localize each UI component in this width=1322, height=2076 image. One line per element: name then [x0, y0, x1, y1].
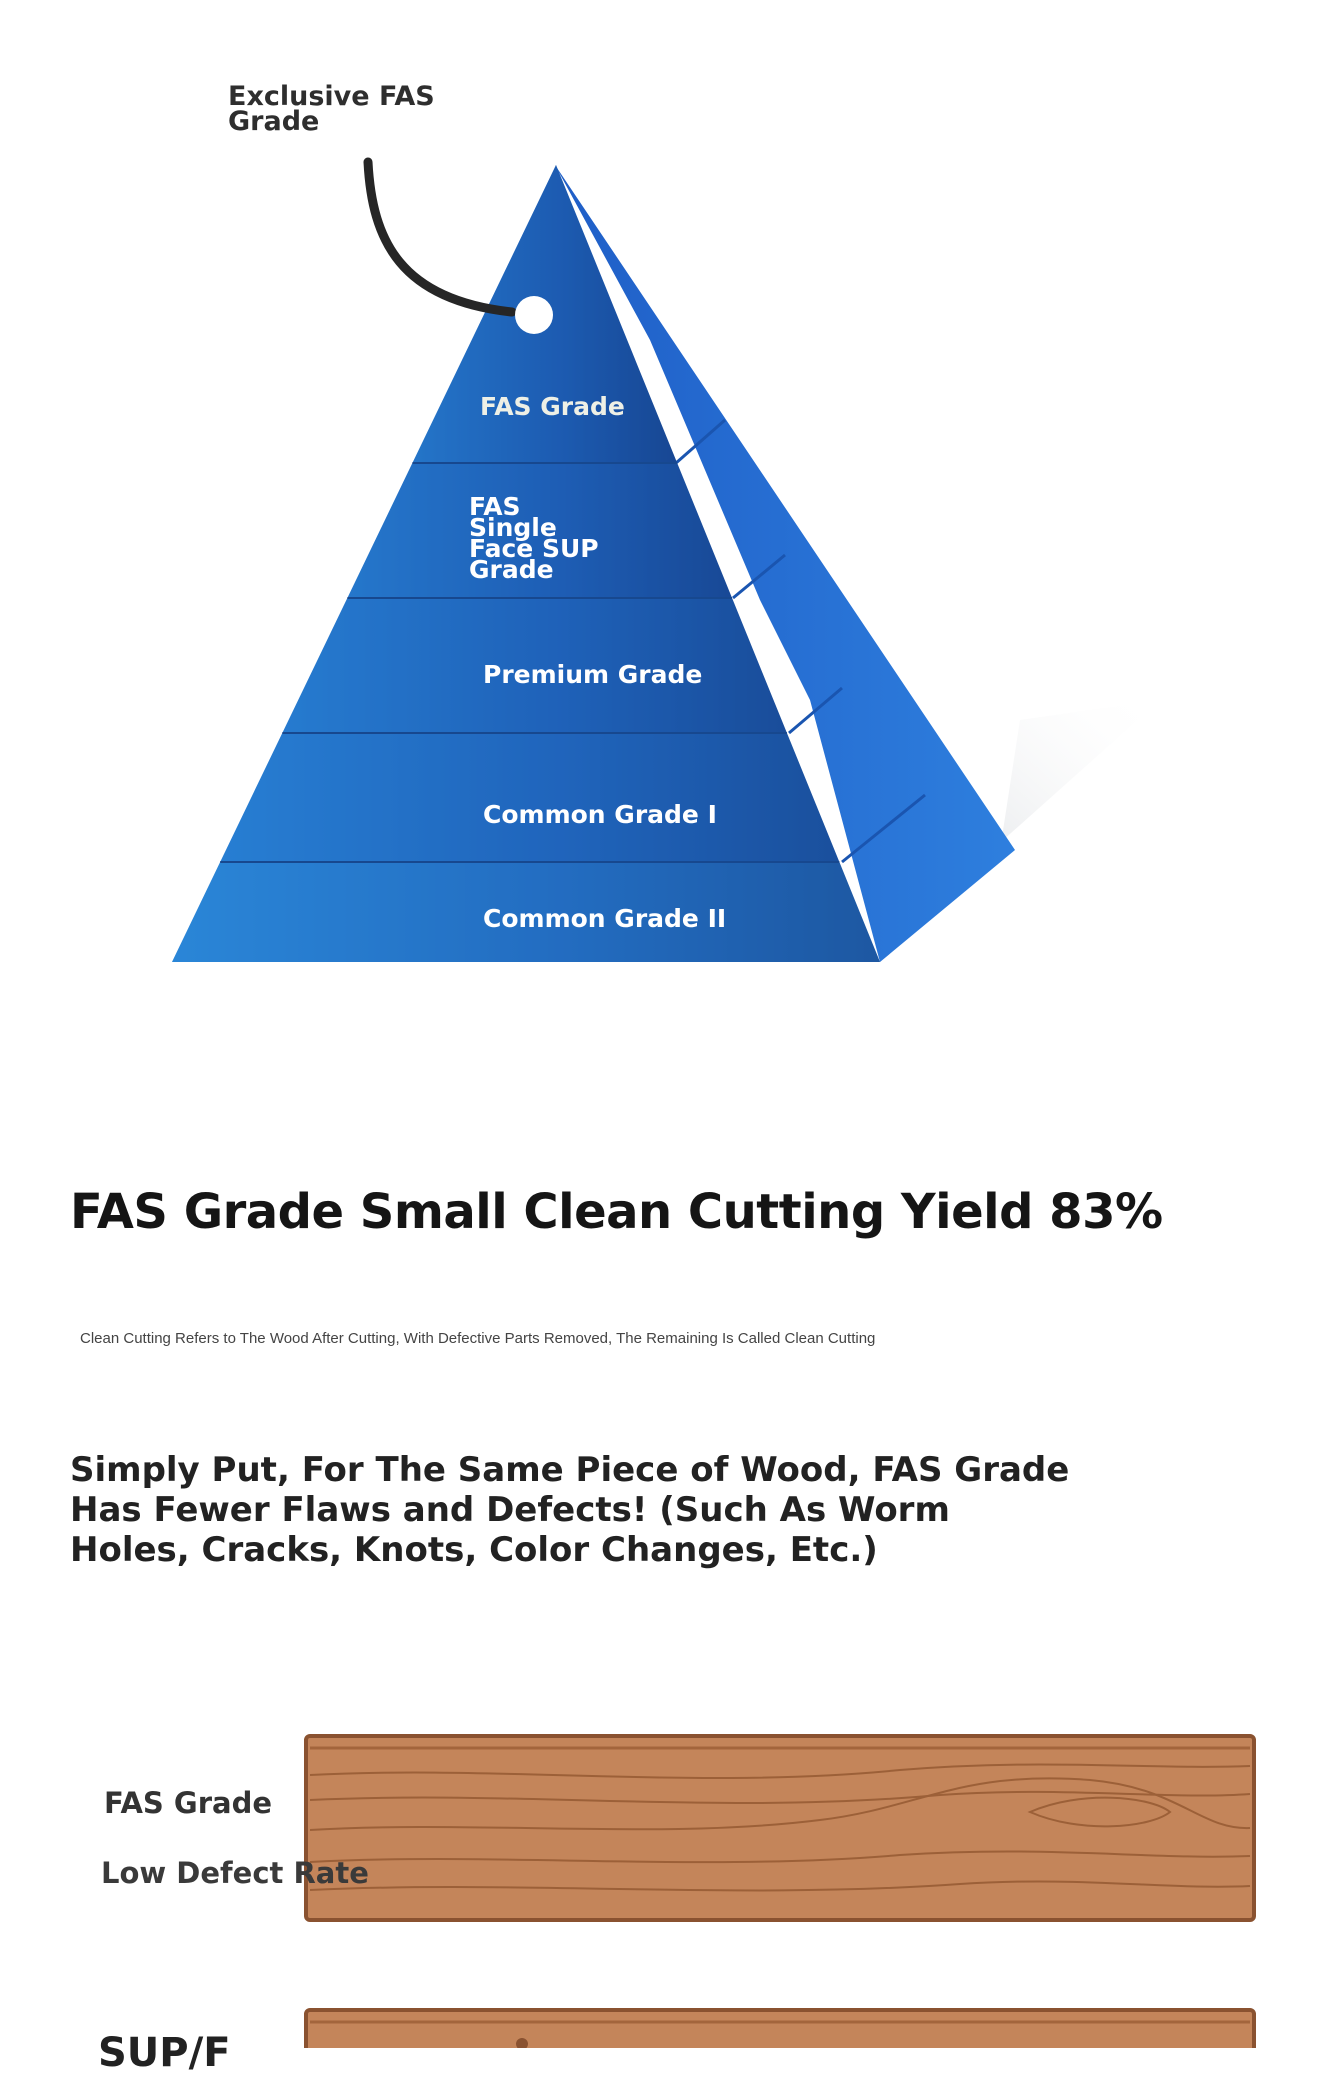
exclusive-fas-label: Exclusive FAS Grade	[228, 81, 435, 137]
page-headline: FAS Grade Small Clean Cutting Yield 83%	[70, 1184, 1163, 1240]
pyramid-layer-3	[282, 598, 787, 733]
side-layer-line-3	[788, 686, 843, 735]
tag-hole	[515, 296, 553, 334]
side-layer-line-4	[841, 793, 926, 864]
pyramid-layer-tint-2	[347, 463, 733, 598]
pyramid-layer-tint-3	[282, 598, 787, 733]
pyramid-front-layers	[172, 165, 880, 962]
sup-board	[304, 2008, 1256, 2048]
pyramid-layer-5	[172, 862, 880, 962]
board-grade-fas: FAS Grade	[104, 1786, 273, 1820]
clean-cutting-note: Clean Cutting Refers to The Wood After C…	[80, 1330, 876, 1347]
board-caption-low-defect: Low Defect Rate	[101, 1856, 369, 1890]
side-layer-line-1	[675, 418, 726, 465]
layer-label-premium: Premium Grade	[483, 660, 703, 689]
pyramid-layer-tint-4	[220, 733, 840, 862]
fas-summary-statement: Simply Put, For The Same Piece of Wood, …	[70, 1450, 1070, 1570]
pyramid-layer-2	[347, 463, 733, 598]
board-grade-sup: SUP/F	[98, 2030, 231, 2076]
grade-pyramid	[172, 157, 1160, 962]
pyramid-side-face	[555, 165, 1015, 962]
pyramid-layer-tint-5	[172, 862, 880, 962]
side-layer-line-2	[732, 553, 786, 600]
layer-label-common-2: Common Grade II	[483, 904, 727, 933]
layer-label-fas: FAS Grade	[480, 392, 625, 421]
layer-label-common-1: Common Grade I	[483, 800, 717, 829]
layer-label-fas-single-face-sup: FAS Single Face SUP Grade	[469, 492, 599, 584]
fas-board	[304, 1734, 1256, 1922]
tag-string	[363, 157, 517, 317]
pyramid-layer-4	[220, 733, 840, 862]
